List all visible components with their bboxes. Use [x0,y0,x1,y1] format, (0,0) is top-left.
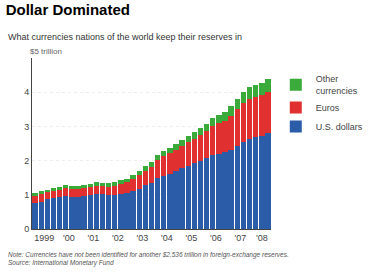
svg-text:$5 trillion: $5 trillion [30,47,62,56]
svg-text:'06: '06 [210,233,222,243]
svg-text:'07: '07 [234,233,246,243]
svg-text:U.S. dollars: U.S. dollars [316,122,363,132]
svg-text:1999: 1999 [34,233,54,243]
svg-text:4: 4 [24,87,29,97]
svg-text:Othercurrencies: Othercurrencies [316,74,358,96]
svg-text:What currencies nations of the: What currencies nations of the world kee… [8,32,242,42]
svg-text:'01: '01 [87,233,99,243]
svg-text:'02: '02 [112,233,124,243]
svg-text:'03: '03 [136,233,148,243]
svg-text:Note: Currencies have not been: Note: Currencies have not been identifie… [8,251,289,267]
svg-text:'05: '05 [185,233,197,243]
svg-text:0: 0 [24,224,29,234]
svg-text:'04: '04 [161,233,173,243]
svg-text:'00: '00 [63,233,75,243]
svg-text:Euros: Euros [316,103,340,113]
svg-text:'08: '08 [256,233,268,243]
svg-text:1: 1 [24,190,29,200]
svg-text:2: 2 [24,156,29,166]
svg-text:Dollar Dominated: Dollar Dominated [6,1,130,18]
svg-text:3: 3 [24,122,29,132]
